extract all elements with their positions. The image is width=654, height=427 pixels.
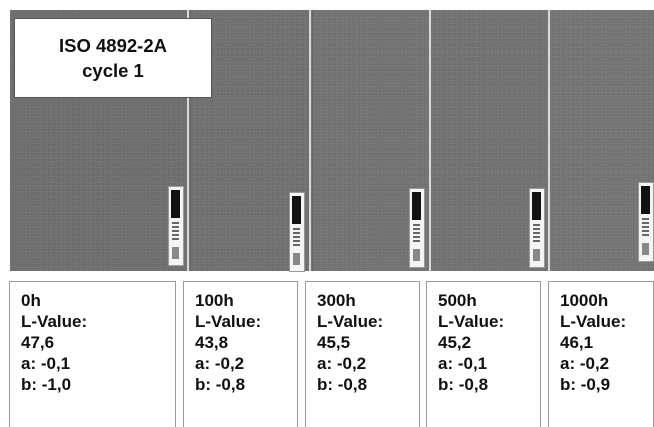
strip-divider xyxy=(309,10,311,271)
measurement-panel-500h: 500h L-Value: 45,2 a: -0,1 b: -0,8 xyxy=(426,281,541,427)
exposure-time: 100h xyxy=(195,291,234,310)
b-value: b: -0,8 xyxy=(438,375,489,394)
b-value: b: -0,8 xyxy=(195,375,246,394)
l-value-label: L-Value: xyxy=(438,312,505,331)
l-value: 45,2 xyxy=(438,333,472,352)
b-value: b: -1,0 xyxy=(21,375,72,394)
a-value: a: -0,2 xyxy=(195,354,245,373)
sample-label-tag xyxy=(289,192,305,272)
a-value: a: -0,1 xyxy=(438,354,488,373)
l-value-label: L-Value: xyxy=(21,312,88,331)
strip-divider xyxy=(429,10,431,271)
b-value: b: -0,8 xyxy=(317,375,368,394)
a-value: a: -0,2 xyxy=(560,354,610,373)
l-value-label: L-Value: xyxy=(560,312,627,331)
test-title-box: ISO 4892-2A cycle 1 xyxy=(14,18,212,98)
test-cycle: cycle 1 xyxy=(82,60,144,81)
measurement-panel-0h: 0h L-Value: 47,6 a: -0,1 b: -1,0 xyxy=(9,281,176,427)
exposure-time: 1000h xyxy=(560,291,609,310)
b-value: b: -0,9 xyxy=(560,375,611,394)
exposure-time: 500h xyxy=(438,291,477,310)
a-value: a: -0,2 xyxy=(317,354,367,373)
measurement-panel-100h: 100h L-Value: 43,8 a: -0,2 b: -0,8 xyxy=(183,281,298,427)
l-value-label: L-Value: xyxy=(195,312,262,331)
l-value: 47,6 xyxy=(21,333,55,352)
sample-strip-1000h xyxy=(550,10,654,271)
strip-seam xyxy=(190,10,191,271)
l-value: 46,1 xyxy=(560,333,594,352)
strip-divider xyxy=(548,10,550,271)
a-value: a: -0,1 xyxy=(21,354,71,373)
sample-label-tag xyxy=(168,186,184,266)
sample-label-tag xyxy=(409,188,425,268)
strip-seam xyxy=(312,10,313,271)
strip-divider xyxy=(187,10,189,271)
measurement-panel-1000h: 1000h L-Value: 46,1 a: -0,2 b: -0,9 xyxy=(548,281,654,427)
exposure-time: 0h xyxy=(21,291,41,310)
exposure-time: 300h xyxy=(317,291,356,310)
sample-label-tag xyxy=(529,188,545,268)
sample-strip-500h xyxy=(431,10,548,271)
l-value-label: L-Value: xyxy=(317,312,384,331)
test-standard: ISO 4892-2A xyxy=(59,35,167,56)
sample-label-tag xyxy=(638,182,654,262)
l-value: 45,5 xyxy=(317,333,351,352)
measurement-panel-300h: 300h L-Value: 45,5 a: -0,2 b: -0,8 xyxy=(305,281,420,427)
l-value: 43,8 xyxy=(195,333,229,352)
